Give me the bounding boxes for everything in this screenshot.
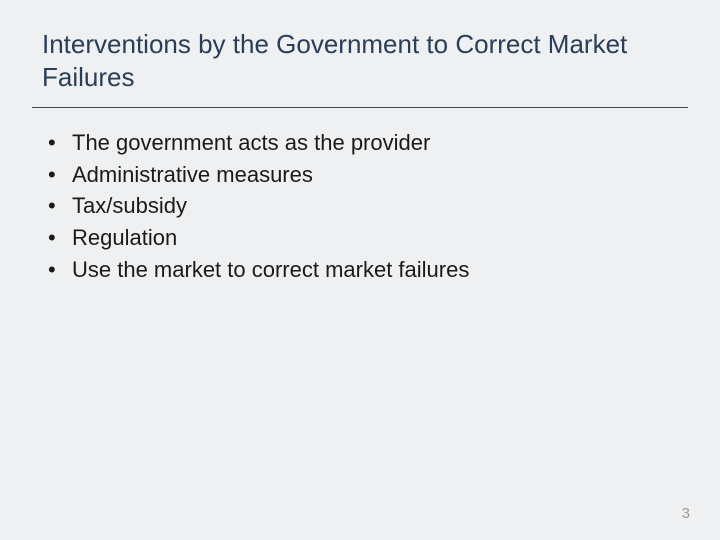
list-item: • The government acts as the provider	[48, 128, 680, 158]
bullet-text: Regulation	[72, 223, 680, 253]
bullet-text: Administrative measures	[72, 160, 680, 190]
slide-title: Interventions by the Government to Corre…	[40, 28, 680, 93]
bullet-icon: •	[48, 223, 72, 253]
list-item: • Tax/subsidy	[48, 191, 680, 221]
bullet-text: Tax/subsidy	[72, 191, 680, 221]
title-divider	[32, 107, 688, 108]
list-item: • Regulation	[48, 223, 680, 253]
bullet-text: The government acts as the provider	[72, 128, 680, 158]
bullet-list: • The government acts as the provider • …	[40, 128, 680, 284]
bullet-icon: •	[48, 191, 72, 221]
bullet-icon: •	[48, 255, 72, 285]
bullet-icon: •	[48, 160, 72, 190]
slide-container: Interventions by the Government to Corre…	[0, 0, 720, 540]
page-number: 3	[682, 505, 690, 522]
list-item: • Use the market to correct market failu…	[48, 255, 680, 285]
list-item: • Administrative measures	[48, 160, 680, 190]
bullet-icon: •	[48, 128, 72, 158]
bullet-text: Use the market to correct market failure…	[72, 255, 680, 285]
